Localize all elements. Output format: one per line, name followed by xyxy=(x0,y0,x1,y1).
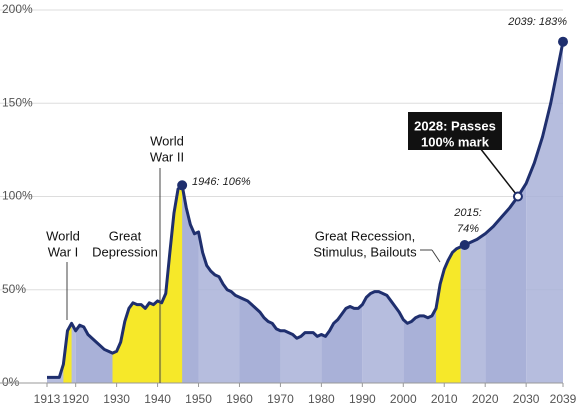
leader-line xyxy=(431,249,441,263)
x-tick-label: 1940 xyxy=(144,392,171,406)
annotation: 1946: 106% xyxy=(192,176,251,188)
x-tick-label: 1960 xyxy=(226,392,253,406)
y-tick-label: 150% xyxy=(2,95,33,109)
annotation: Great Recession, xyxy=(315,228,415,243)
x-tick-label: 2020 xyxy=(472,392,499,406)
pointer xyxy=(479,147,519,197)
x-tick-label: 1920 xyxy=(62,392,89,406)
annotation: War I xyxy=(48,244,79,259)
x-tick-label: 1950 xyxy=(185,392,212,406)
annotation: War II xyxy=(150,149,184,164)
x-tick-label: 1930 xyxy=(103,392,130,406)
annotation: World xyxy=(150,133,184,148)
point-marker xyxy=(558,36,568,47)
annotation: Depression xyxy=(92,244,158,259)
annotation: 2015: xyxy=(453,207,482,219)
x-tick-label: 1980 xyxy=(308,392,335,406)
point-marker xyxy=(459,239,470,250)
y-tick-label: 100% xyxy=(2,189,33,203)
annotation: 2039: 183% xyxy=(507,16,567,28)
x-tick-label: 1913 xyxy=(34,392,61,406)
annotation: Stimulus, Bailouts xyxy=(313,244,417,259)
x-tick-label: 2030 xyxy=(513,392,540,406)
point-marker xyxy=(177,180,188,191)
x-tick-label: 2010 xyxy=(431,392,458,406)
x-tick-label: 1970 xyxy=(267,392,294,406)
x-tick-label: 1990 xyxy=(349,392,376,406)
annotation: World xyxy=(46,228,80,243)
annotation: 2028: Passes xyxy=(414,118,496,133)
y-tick-label: 200% xyxy=(2,2,33,16)
annotation: 74% xyxy=(457,223,479,235)
y-tick-label: 50% xyxy=(2,282,26,296)
callout-box xyxy=(408,112,502,150)
x-tick-label: 2039 xyxy=(550,392,577,406)
annotation: 100% mark xyxy=(421,134,490,149)
area-line xyxy=(47,41,565,379)
y-tick-label: 0% xyxy=(2,375,20,389)
annotation: Great xyxy=(109,228,142,243)
point-marker xyxy=(512,191,523,202)
x-tick-label: 2000 xyxy=(390,392,417,406)
